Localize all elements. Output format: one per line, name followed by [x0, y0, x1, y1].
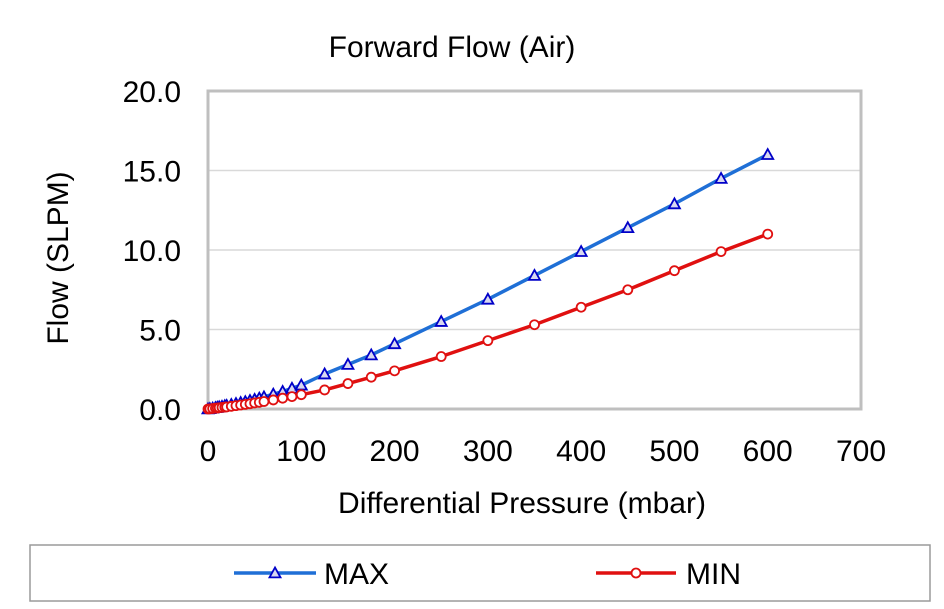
data-point [527, 268, 542, 281]
y-tick-label: 5.0 [139, 315, 181, 348]
data-point [286, 391, 298, 402]
data-point [482, 335, 494, 347]
data-point [620, 220, 635, 234]
data-point [574, 244, 589, 257]
data-point [258, 396, 270, 407]
x-tick-label: 400 [556, 435, 606, 468]
x-tick-label: 300 [463, 435, 513, 468]
data-point [669, 265, 680, 277]
plot-area [206, 89, 863, 411]
data-point [480, 291, 495, 305]
x-tick-label: 0 [200, 435, 217, 468]
y-tick-label: 0.0 [139, 394, 181, 427]
gridlines [208, 169, 861, 331]
data-point [760, 147, 775, 160]
data-point [267, 565, 283, 579]
x-axis-label: Differential Pressure (mbar) [338, 487, 706, 520]
data-point [667, 196, 682, 210]
data-point [715, 246, 727, 257]
series-min [202, 228, 774, 415]
data-point [575, 301, 587, 313]
data-point [714, 171, 729, 184]
data-point [762, 228, 774, 240]
x-tick-label: 700 [836, 435, 886, 468]
chart-title: Forward Flow (Air) [329, 31, 576, 64]
data-point [387, 336, 402, 350]
data-point [622, 284, 634, 296]
legend-label: MAX [324, 558, 389, 591]
y-tick-label: 20.0 [123, 76, 181, 109]
x-tick-label: 500 [649, 435, 699, 468]
y-tick-label: 15.0 [123, 156, 181, 189]
data-point [319, 384, 331, 396]
legend-item-max: MAX [234, 558, 389, 591]
series-line [207, 153, 769, 411]
data-point [630, 567, 642, 579]
data-point [342, 378, 354, 389]
data-point [295, 389, 307, 401]
legend: MAX MIN [234, 558, 741, 591]
legend-item-min: MIN [596, 558, 741, 591]
y-tick-label: 10.0 [123, 235, 181, 268]
data-point [340, 357, 355, 370]
x-tick-label: 200 [370, 435, 420, 468]
data-point [529, 319, 540, 331]
data-point [364, 347, 379, 361]
data-point [389, 365, 400, 377]
legend-box [29, 544, 931, 602]
data-point [365, 371, 377, 383]
x-tick-label: 600 [743, 435, 793, 468]
x-axis-ticks: 0 100 200 300 400 500 600 700 [200, 435, 886, 468]
data-point [435, 351, 447, 362]
x-tick-label: 100 [276, 435, 326, 468]
series-layer [200, 147, 775, 415]
y-axis-ticks: 0.0 5.0 10.0 15.0 20.0 [123, 76, 181, 427]
y-axis-label: Flow (SLPM) [42, 171, 75, 344]
data-point [317, 366, 332, 380]
legend-label: MIN [686, 558, 741, 591]
data-point [434, 314, 449, 327]
data-point [267, 394, 279, 406]
data-point [277, 392, 289, 404]
series-max [200, 147, 775, 415]
